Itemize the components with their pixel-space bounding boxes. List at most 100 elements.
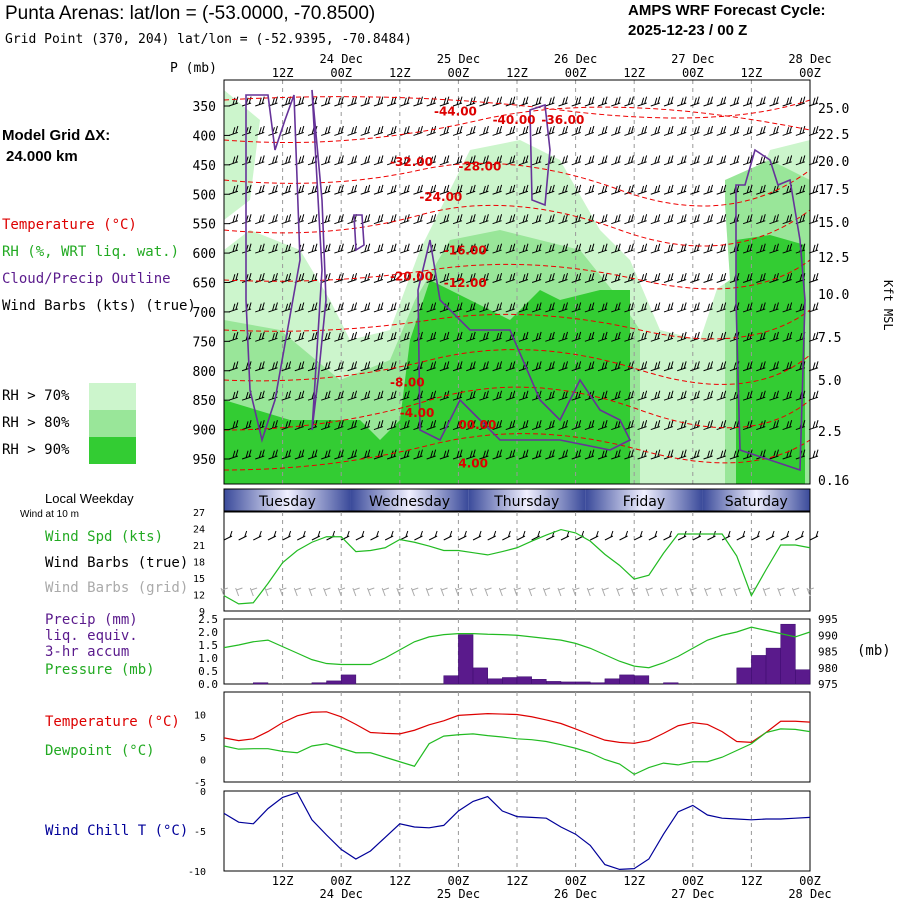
wind-barb bbox=[690, 155, 700, 166]
wind-barb bbox=[360, 96, 371, 107]
precip-tick-label: 0.5 bbox=[198, 665, 218, 678]
weekday-title: Local Weekday bbox=[45, 491, 134, 506]
wind-barb bbox=[518, 331, 529, 342]
precip-bar bbox=[472, 667, 488, 685]
wind-barb bbox=[756, 420, 766, 431]
wind-barb bbox=[439, 361, 450, 372]
wind-barb bbox=[373, 302, 384, 313]
wind-barb bbox=[769, 243, 779, 254]
wind-barb bbox=[281, 125, 292, 136]
wind-barb bbox=[531, 302, 542, 313]
wind-barb bbox=[571, 361, 582, 372]
temperature-line bbox=[223, 711, 811, 744]
wind-barb bbox=[413, 184, 423, 195]
wind-barb bbox=[268, 155, 278, 166]
isotherm-label: -16.00 bbox=[444, 244, 487, 258]
wind-barb bbox=[373, 214, 384, 225]
wind-barb bbox=[571, 449, 582, 460]
wind-speed-line bbox=[223, 528, 811, 605]
pressure-unit-label: (mb) bbox=[857, 643, 891, 659]
wind-barb bbox=[780, 530, 790, 541]
wind-barb bbox=[505, 125, 516, 136]
weekday-label: Thursday bbox=[493, 494, 559, 510]
precip-bar bbox=[340, 674, 357, 685]
wind-barb bbox=[268, 184, 278, 195]
wind-barb bbox=[769, 272, 779, 283]
hour-tick-label: 12Z bbox=[506, 874, 528, 888]
rh-legend-swatch bbox=[89, 437, 136, 464]
wind-barb bbox=[439, 449, 450, 460]
wind-barb bbox=[439, 96, 450, 107]
wind-barb bbox=[518, 302, 529, 313]
wind-barb bbox=[373, 420, 384, 431]
date-tick-label: 27 Dec bbox=[671, 52, 714, 66]
precip-bar bbox=[590, 682, 606, 685]
precip-tick-label: 1.5 bbox=[198, 639, 218, 652]
isotherm-label: -28.00 bbox=[458, 160, 501, 174]
wind-barb-grid bbox=[367, 587, 375, 597]
wind-barb-grid bbox=[777, 587, 785, 597]
temp-panel-frame bbox=[223, 691, 811, 783]
wind-barb bbox=[321, 155, 331, 166]
wind-barb-grid bbox=[279, 587, 287, 597]
wind-barb bbox=[466, 272, 476, 283]
wind-barb bbox=[518, 125, 529, 136]
temp-tick-label: 5 bbox=[200, 733, 206, 744]
isotherm-label: 4.00 bbox=[458, 457, 488, 471]
wind-tick-label: 24 bbox=[193, 525, 205, 536]
precip-tick-label: 0.0 bbox=[198, 678, 218, 691]
wind-barb bbox=[492, 361, 503, 372]
wind-barb bbox=[452, 302, 463, 313]
wind-barb-grid bbox=[806, 587, 814, 597]
wind-barb bbox=[452, 184, 463, 195]
isotherm-label: 00.00 bbox=[458, 418, 496, 432]
wind-barb bbox=[492, 214, 503, 225]
wind-barb bbox=[650, 331, 661, 342]
wind-barb-grid bbox=[264, 587, 272, 597]
wind-barb-grid bbox=[235, 587, 243, 597]
wind-barb bbox=[400, 390, 410, 401]
wind-barb bbox=[597, 331, 608, 342]
isotherm-label: -24.00 bbox=[419, 190, 462, 204]
wind-barb bbox=[677, 125, 687, 136]
wind-barb bbox=[413, 155, 423, 166]
wind-barb bbox=[584, 184, 595, 195]
wind-barb bbox=[531, 331, 542, 342]
wind-barb bbox=[267, 530, 277, 541]
precip-bar bbox=[502, 677, 518, 685]
precip-tick-label: 1.0 bbox=[198, 652, 218, 665]
wind-barb-grid bbox=[718, 587, 727, 597]
wind-barb bbox=[373, 331, 384, 342]
wind-barb bbox=[545, 420, 555, 431]
height-tick-label: 5.0 bbox=[818, 374, 841, 389]
pressure-line bbox=[223, 626, 811, 669]
precip-bar bbox=[311, 682, 327, 685]
wind-barb-grid bbox=[249, 587, 258, 597]
wind-barb bbox=[571, 331, 582, 342]
hour-tick-label: 00Z bbox=[682, 66, 704, 80]
wind-barb bbox=[663, 272, 674, 283]
wind-barb bbox=[228, 214, 239, 225]
wind-barb-grid bbox=[689, 587, 697, 597]
wind-barb bbox=[281, 214, 292, 225]
wind-barb bbox=[769, 184, 779, 195]
wind-barb bbox=[439, 331, 450, 342]
isotherm-label: -32.00 bbox=[390, 155, 433, 169]
rh-contour-fill bbox=[736, 235, 805, 484]
weekday-cell bbox=[224, 489, 351, 511]
wind-barb bbox=[255, 302, 265, 313]
wind-barb bbox=[597, 125, 608, 136]
wind-barb bbox=[650, 390, 661, 401]
wind-barb bbox=[400, 184, 410, 195]
wind-barb bbox=[558, 243, 568, 254]
wind-barb bbox=[611, 449, 621, 460]
chill-tick-label: -10 bbox=[188, 867, 206, 878]
wind-barb bbox=[782, 155, 793, 166]
wind-barb bbox=[413, 125, 423, 136]
wind-barb bbox=[690, 96, 700, 107]
wind-barb bbox=[466, 420, 476, 431]
wind-barb bbox=[340, 530, 350, 541]
wind-barb bbox=[268, 302, 278, 313]
wind-barb bbox=[545, 243, 555, 254]
wind-barb-grid bbox=[586, 587, 595, 597]
